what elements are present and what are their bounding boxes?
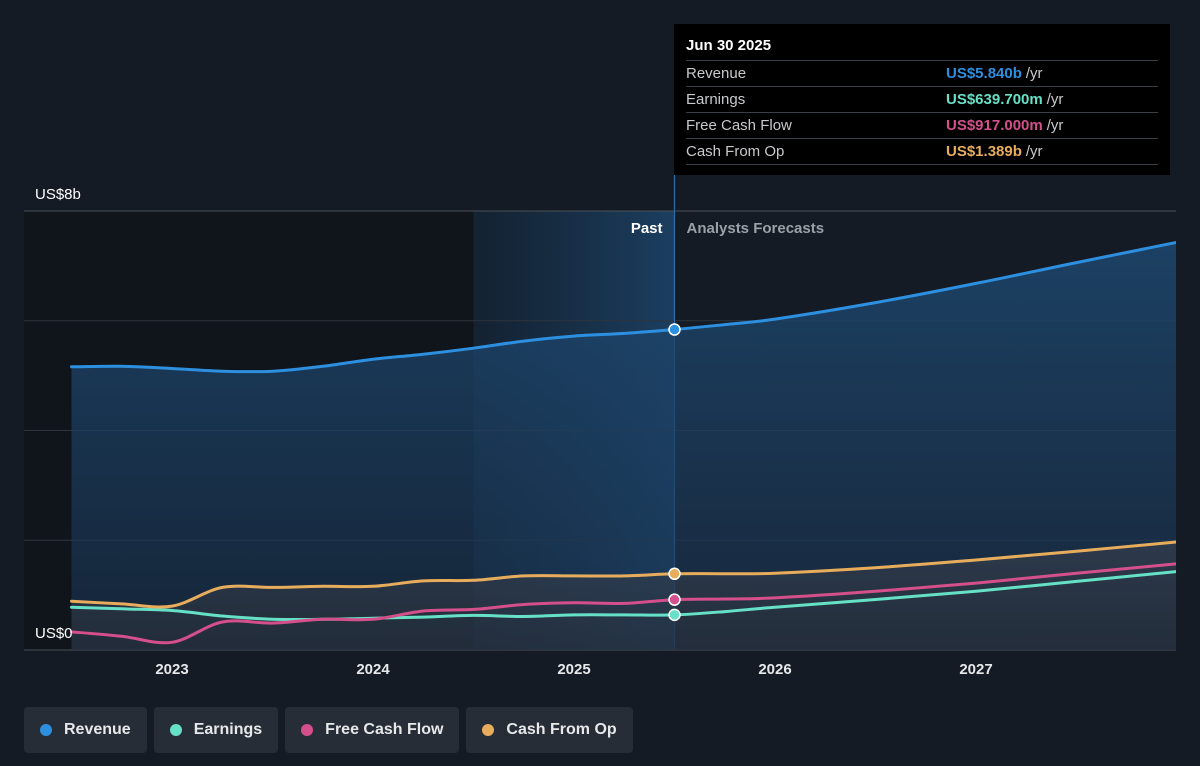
- tooltip-date: Jun 30 2025: [686, 37, 772, 54]
- tooltip-row-value: US$5.840b: [946, 65, 1022, 82]
- y-axis-bottom-label: US$0: [35, 625, 73, 642]
- legend-item-cash-from-op[interactable]: Cash From Op: [466, 707, 633, 753]
- free-cash-flow-line: [70, 562, 1176, 645]
- past-label: Past: [631, 220, 663, 237]
- x-tick-label: 2025: [557, 661, 590, 678]
- legend-dot-icon: [301, 724, 314, 736]
- cash-from-op-area: [71, 541, 1176, 650]
- legend-label: Cash From Op: [506, 721, 617, 738]
- revenue-marker: [668, 323, 681, 336]
- revenue-area: [71, 242, 1176, 650]
- tooltip-row: Revenue US$5.840b/yr: [686, 60, 1158, 86]
- tooltip-row-name: Revenue: [686, 65, 747, 82]
- legend-dot-icon: [482, 724, 495, 736]
- legend-item-revenue[interactable]: Revenue: [24, 707, 147, 753]
- tooltip-row-unit: /yr: [1046, 91, 1064, 108]
- forecast-label: Analysts Forecasts: [687, 220, 825, 237]
- tooltip-row-unit: /yr: [1025, 65, 1043, 82]
- legend-dot-icon: [40, 724, 52, 736]
- tooltip-row-value: US$1.389b: [946, 143, 1022, 160]
- tooltip-row: Cash From Op US$1.389b/yr: [686, 138, 1158, 165]
- x-tick-label: 2026: [758, 661, 791, 678]
- x-tick-label: 2024: [356, 661, 390, 678]
- legend-dot-icon: [169, 724, 182, 736]
- legend-label: Free Cash Flow: [325, 721, 444, 738]
- earnings-line: [70, 570, 1176, 622]
- tooltip-row-name: Earnings: [686, 91, 746, 108]
- legend-label: Revenue: [64, 721, 131, 738]
- legend-item-earnings[interactable]: Earnings: [153, 707, 279, 753]
- tooltip-row-name: Cash From Op: [686, 143, 785, 160]
- tooltip-row-value: US$639.700m: [946, 91, 1043, 108]
- tooltip-row-name: Free Cash Flow: [686, 117, 792, 134]
- legend-item-free-cash-flow[interactable]: Free Cash Flow: [285, 707, 460, 753]
- cash-from-op-marker: [668, 567, 681, 581]
- x-tick-label: 2023: [155, 661, 188, 678]
- revenue-line: [70, 240, 1176, 374]
- tooltip-row: Free Cash Flow US$917.000m/yr: [686, 112, 1158, 138]
- y-axis-top-label: US$8b: [35, 186, 81, 203]
- x-tick-label: 2027: [959, 661, 992, 678]
- tooltip-row: Earnings US$639.700m/yr: [686, 86, 1158, 112]
- cash-from-op-line: [70, 540, 1176, 609]
- earnings-marker: [668, 608, 681, 622]
- tooltip-row-value: US$917.000m: [946, 117, 1043, 134]
- free-cash-flow-marker: [668, 593, 681, 606]
- tooltip-panel: Jun 30 2025 Revenue US$5.840b/yr Earnings U…: [674, 24, 1170, 175]
- legend: Revenue Earnings Free Cash Flow Cash From O…: [24, 707, 633, 753]
- tooltip-row-unit: /yr: [1025, 143, 1043, 160]
- tooltip-row-unit: /yr: [1046, 117, 1064, 134]
- legend-label: Earnings: [193, 721, 263, 738]
